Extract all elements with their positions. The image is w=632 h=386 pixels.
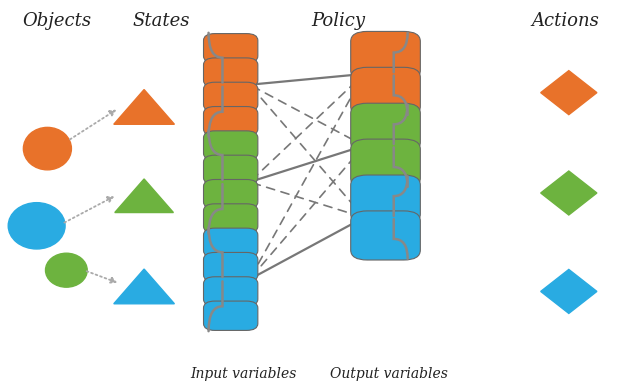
FancyBboxPatch shape bbox=[204, 34, 258, 63]
FancyBboxPatch shape bbox=[351, 103, 420, 152]
FancyBboxPatch shape bbox=[204, 252, 258, 282]
Text: Policy: Policy bbox=[311, 12, 365, 30]
FancyBboxPatch shape bbox=[351, 139, 420, 188]
Text: Objects: Objects bbox=[22, 12, 92, 30]
FancyBboxPatch shape bbox=[204, 155, 258, 185]
Polygon shape bbox=[541, 71, 597, 115]
Polygon shape bbox=[115, 179, 173, 213]
FancyBboxPatch shape bbox=[204, 301, 258, 330]
Text: Input variables: Input variables bbox=[190, 367, 296, 381]
FancyBboxPatch shape bbox=[204, 204, 258, 233]
Polygon shape bbox=[114, 269, 174, 304]
FancyBboxPatch shape bbox=[204, 228, 258, 257]
FancyBboxPatch shape bbox=[351, 211, 420, 260]
Ellipse shape bbox=[8, 203, 65, 249]
Text: Output variables: Output variables bbox=[330, 367, 447, 381]
FancyBboxPatch shape bbox=[351, 31, 420, 81]
FancyBboxPatch shape bbox=[204, 179, 258, 209]
Ellipse shape bbox=[23, 127, 71, 170]
FancyBboxPatch shape bbox=[351, 175, 420, 224]
Polygon shape bbox=[541, 269, 597, 313]
FancyBboxPatch shape bbox=[204, 131, 258, 160]
Text: States: States bbox=[133, 12, 190, 30]
Text: Actions: Actions bbox=[532, 12, 600, 30]
Ellipse shape bbox=[46, 253, 87, 287]
FancyBboxPatch shape bbox=[351, 67, 420, 117]
Polygon shape bbox=[114, 90, 174, 124]
FancyBboxPatch shape bbox=[204, 277, 258, 306]
FancyBboxPatch shape bbox=[204, 82, 258, 112]
FancyBboxPatch shape bbox=[204, 107, 258, 136]
Polygon shape bbox=[541, 171, 597, 215]
FancyBboxPatch shape bbox=[204, 58, 258, 87]
